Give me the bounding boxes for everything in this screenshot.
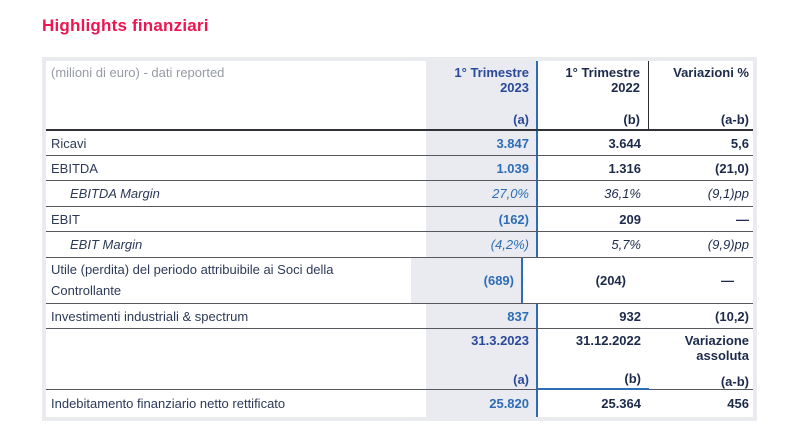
value-2022: (204): [595, 273, 626, 288]
q1-2022-line1: 1° Trimestre: [565, 65, 640, 80]
row-label: EBIT: [51, 211, 80, 227]
value-2022: 932: [619, 308, 641, 324]
table-header-quarterly: (milioni di euro) - dati reported 1° Tri…: [46, 61, 753, 131]
value-2023: (162): [426, 207, 538, 231]
column-header-variazioni: Variazioni % (a-b): [649, 61, 753, 129]
date-2022-label: 31.12.2022: [575, 333, 641, 348]
value-2022: 25.364: [601, 396, 641, 411]
variazione-line2: assoluta: [696, 348, 749, 363]
variazione-tag: (a-b): [720, 374, 749, 389]
value-2023: (689): [411, 258, 523, 303]
q1-2022-line2: 2022: [611, 80, 640, 95]
value-variation: (10,2): [715, 308, 749, 324]
row-label: Investimenti industriali & spectrum: [51, 308, 249, 324]
value-2023: (4,2%): [426, 232, 538, 257]
row-label: Utile (perdita) del periodo attribuibile…: [51, 262, 334, 298]
page-title: Highlights finanziari: [42, 16, 209, 35]
column-header-31-3-2023: 31.3.2023 (a): [426, 329, 538, 390]
value-2022: 209: [619, 211, 641, 227]
q1-2023-line1: 1° Trimestre: [454, 65, 529, 80]
column-header-31-12-2022: 31.12.2022 (b): [538, 329, 649, 390]
row-label: EBITDA: [51, 160, 98, 176]
value-variation: (9,9)pp: [707, 237, 749, 252]
table-header-balance-dates: 31.3.2023 (a) 31.12.2022 (b) Variazione …: [46, 329, 753, 390]
financial-highlights-table: (milioni di euro) - dati reported 1° Tri…: [42, 57, 757, 421]
value-2023: 25.820: [426, 390, 538, 417]
row-label: Ricavi: [51, 135, 87, 151]
variazioni-tag: (a-b): [720, 112, 749, 127]
date-2023-label: 31.3.2023: [471, 333, 529, 348]
variazioni-line1: Variazioni %: [673, 65, 749, 80]
table-row-ebitda: EBITDA 1.039 1.316 (21,0): [46, 156, 753, 181]
q1-2023-tag: (a): [513, 112, 529, 127]
value-2023: 27,0%: [426, 181, 538, 206]
variazione-line1: Variazione: [684, 333, 749, 348]
value-variation: (9,1)pp: [707, 186, 749, 201]
date-2022-tag: (b): [624, 371, 641, 386]
table-row-indebitamento: Indebitamento finanziario netto rettific…: [46, 390, 753, 417]
column-header-q1-2022: 1° Trimestre 2022 (b): [538, 61, 649, 129]
value-variation: —: [736, 211, 749, 227]
unit-label: (milioni di euro) - dati reported: [51, 65, 225, 80]
value-2022: 1.316: [608, 160, 641, 176]
value-2023: 3.847: [426, 131, 538, 155]
q1-2022-tag: (b): [623, 112, 640, 127]
date-2023-tag: (a): [513, 372, 529, 387]
empty-header-cell: [46, 329, 426, 390]
row-label: EBITDA Margin: [70, 186, 160, 201]
value-2023: 837: [426, 304, 538, 328]
value-variation: 5,6: [730, 135, 749, 151]
table-row-ebit-margin: EBIT Margin (4,2%) 5,7% (9,9)pp: [46, 232, 753, 258]
value-variation: (21,0): [715, 160, 749, 176]
value-2022: 36,1%: [604, 186, 641, 201]
column-header-variazione-assoluta: Variazione assoluta (a-b): [649, 329, 753, 390]
value-variation: 456: [727, 396, 749, 411]
table-row-ebit: EBIT (162) 209 —: [46, 207, 753, 232]
column-header-q1-2023: 1° Trimestre 2023 (a): [426, 61, 538, 129]
q1-2023-line2: 2023: [500, 80, 529, 95]
value-2022: 3.644: [608, 135, 641, 151]
row-label: EBIT Margin: [70, 237, 143, 252]
row-label: Indebitamento finanziario netto rettific…: [51, 396, 286, 411]
table-row-utile-perdita: Utile (perdita) del periodo attribuibile…: [46, 258, 753, 304]
table-row-ebitda-margin: EBITDA Margin 27,0% 36,1% (9,1)pp: [46, 181, 753, 207]
value-2022: 5,7%: [611, 237, 641, 252]
table-row-investimenti: Investimenti industriali & spectrum 837 …: [46, 304, 753, 329]
table-row-ricavi: Ricavi 3.847 3.644 5,6: [46, 131, 753, 156]
value-variation: —: [721, 273, 734, 288]
value-2023: 1.039: [426, 156, 538, 180]
